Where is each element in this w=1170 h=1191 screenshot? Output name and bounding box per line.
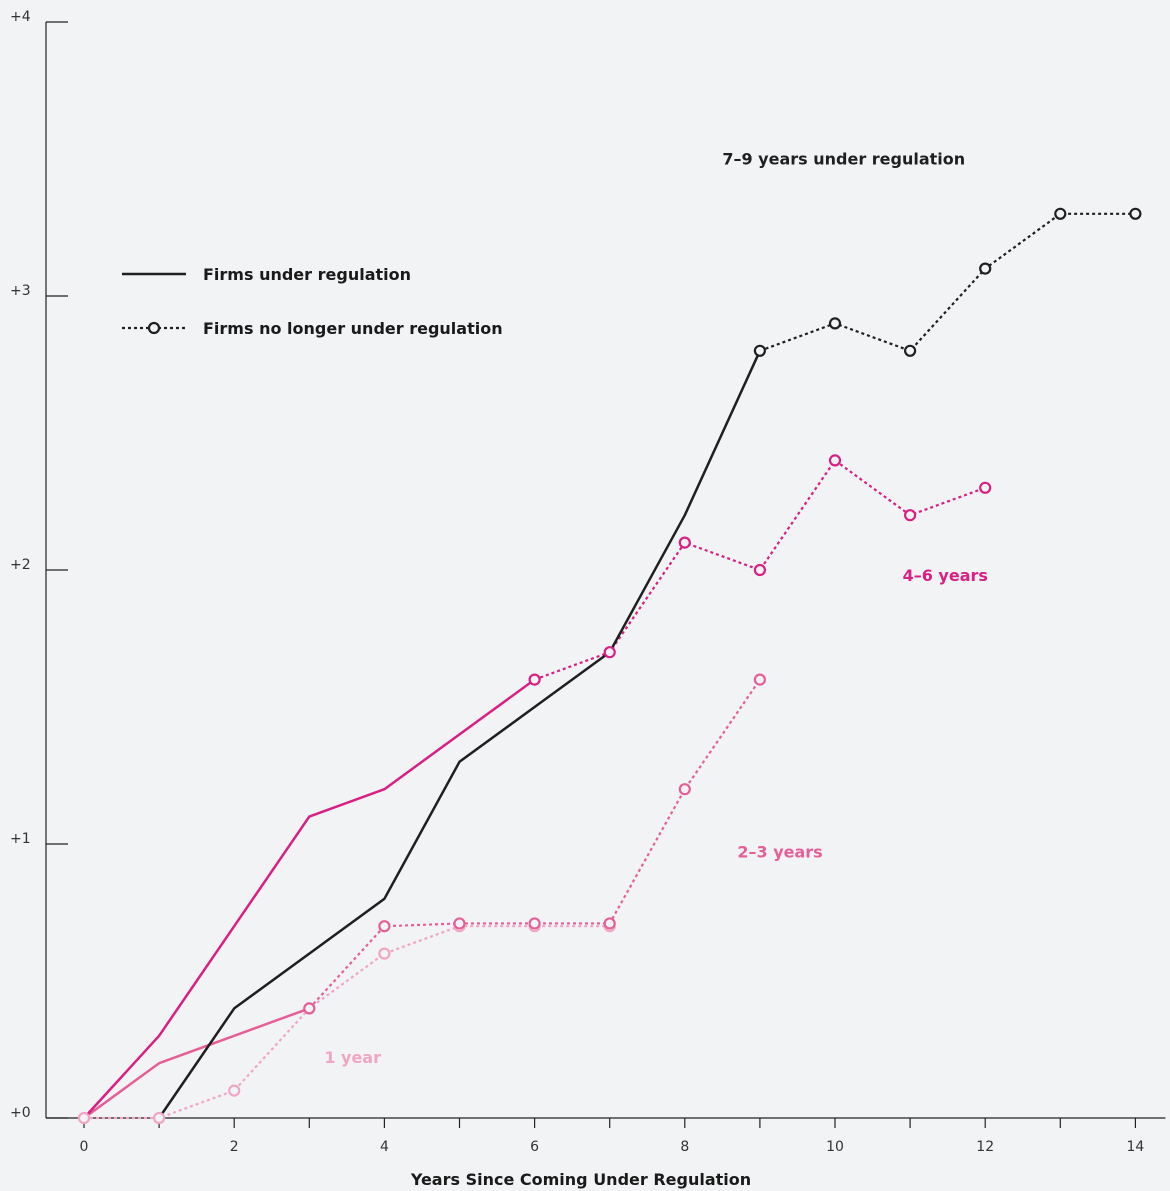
data-point-marker	[378, 920, 391, 933]
data-point-marker	[753, 563, 767, 577]
x-tick-label: 4	[380, 1139, 389, 1155]
data-point-marker	[228, 1084, 241, 1097]
legend-circle-marker	[147, 321, 161, 335]
x-tick-label: 14	[1126, 1139, 1144, 1155]
data-point-marker	[528, 673, 541, 686]
data-point-marker	[903, 344, 917, 357]
data-point-marker	[1129, 207, 1142, 220]
data-point-marker	[678, 783, 691, 796]
data-point-marker	[77, 1111, 91, 1125]
data-point-marker	[678, 536, 691, 549]
data-point-marker	[378, 947, 391, 960]
y-tick-label: +2	[10, 557, 31, 573]
x-tick-label: 8	[680, 1139, 689, 1155]
data-point-marker	[603, 917, 616, 930]
y-tick-label: +3	[10, 283, 31, 299]
data-point-marker	[303, 1002, 316, 1015]
legend-label-under-regulation: Firms under regulation	[203, 265, 411, 284]
series-layer	[77, 207, 1142, 1125]
data-point-marker	[753, 344, 767, 357]
data-point-marker	[603, 646, 616, 659]
legend-label-no-longer-under-regulation: Firms no longer under regulation	[203, 319, 503, 338]
data-point-marker	[979, 262, 992, 275]
legend: Firms under regulation Firms no longer u…	[122, 265, 503, 338]
annotation-layer: 7–9 years under regulation 4–6 years 2–3 y…	[324, 149, 988, 1067]
axes: +0 +1 +2 +3 +4 0 2 4 6 8 10 12 14	[10, 9, 1166, 1155]
series-annotation-label: 2–3 years	[737, 843, 822, 862]
x-tick-label: 10	[826, 1139, 844, 1155]
series-line-solid	[83, 1007, 310, 1120]
data-point-marker	[828, 317, 842, 330]
series-line-dotted	[759, 212, 1136, 352]
x-tick-label: 12	[976, 1139, 994, 1155]
x-tick-label: 2	[230, 1139, 239, 1155]
data-point-marker	[153, 1111, 166, 1125]
y-tick-label: +1	[10, 831, 31, 847]
x-axis-label: Years Since Coming Under Regulation	[410, 1170, 751, 1189]
series-line-dotted	[84, 925, 610, 1120]
data-point-marker	[753, 673, 767, 686]
series-line-solid	[83, 678, 536, 1119]
data-point-marker	[903, 509, 917, 522]
series-line-solid	[158, 350, 762, 1119]
data-point-marker	[828, 454, 842, 467]
data-point-marker	[453, 917, 466, 930]
data-point-marker	[1054, 207, 1067, 220]
y-tick-label: +0	[10, 1105, 31, 1121]
series-annotation-label: 4–6 years	[903, 566, 988, 585]
data-point-marker	[979, 481, 992, 494]
series-annotation-label: 7–9 years under regulation	[722, 149, 965, 168]
x-tick-label: 6	[530, 1139, 539, 1155]
y-tick-label: +4	[10, 9, 31, 25]
data-point-marker	[528, 917, 541, 930]
series-annotation-label: 1 year	[324, 1048, 381, 1067]
x-tick-label: 0	[80, 1139, 89, 1155]
